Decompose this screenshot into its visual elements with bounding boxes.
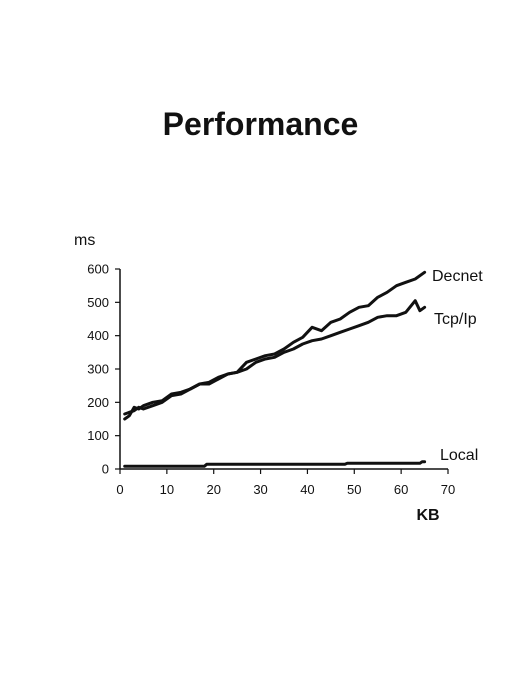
x-tick-label: 0 [116,482,123,497]
y-axis-unit-label: ms [74,232,95,249]
series-line-tcp-ip [123,299,427,416]
series-labels: Decnet Tcp/Ip Local [432,268,483,464]
y-tick-label: 100 [87,428,109,443]
y-tick-label: 300 [87,362,109,377]
y-tick-label: 600 [87,262,109,277]
x-tick-label: 20 [206,482,220,497]
x-tick-label: 30 [253,482,267,497]
series-label-tcp-ip: Tcp/Ip [434,311,477,328]
y-tick-label: 200 [87,395,109,410]
x-axis-unit-label: KB [416,507,439,524]
x-tick-label: 10 [160,482,174,497]
x-ticks: 0 10 20 30 40 50 60 70 [116,469,455,497]
x-tick-label: 70 [441,482,455,497]
x-tick-label: 50 [347,482,361,497]
chart-title: Performance [162,106,359,142]
series-line-local [123,460,427,468]
series-label-decnet: Decnet [432,268,483,285]
series-line-decnet [123,270,427,421]
y-tick-label: 400 [87,328,109,343]
y-tick-label: 500 [87,295,109,310]
x-tick-label: 40 [300,482,314,497]
series-lines [123,270,427,468]
y-tick-label: 0 [102,462,109,477]
y-ticks: 0 100 200 300 400 500 600 [87,262,120,477]
x-tick-label: 60 [394,482,408,497]
axes [119,269,448,470]
series-label-local: Local [440,447,478,464]
